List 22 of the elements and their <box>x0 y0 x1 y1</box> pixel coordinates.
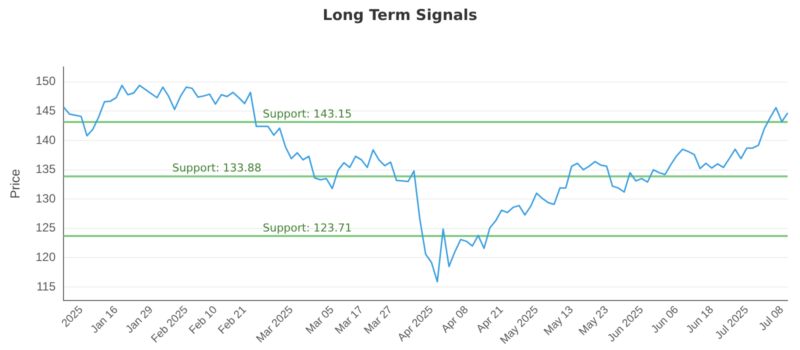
x-tick-label: Feb 21 <box>216 304 249 337</box>
y-tick-label: 130 <box>36 191 56 206</box>
y-tick-label: 120 <box>36 250 56 264</box>
ref-line-label: Support: 143.15 <box>262 107 352 120</box>
y-tick-label: 125 <box>36 220 56 235</box>
x-tick-label: Jul 08 <box>756 304 786 334</box>
x-tick-label: Apr 08 <box>439 304 471 336</box>
chart-title: Long Term Signals <box>322 6 478 24</box>
x-tick-label: Jan 16 <box>88 304 120 336</box>
y-tick-label: 135 <box>36 162 56 176</box>
x-tick-label: Jun 06 <box>649 304 681 336</box>
y-tick-label: 115 <box>36 279 56 294</box>
ref-line-label: Support: 133.88 <box>172 162 262 175</box>
x-tick-label: Mar 05 <box>304 304 336 337</box>
y-tick-label: 150 <box>36 74 56 88</box>
x-tick-label: Mar 27 <box>362 304 395 337</box>
ref-line-label: Support: 123.71 <box>262 221 352 234</box>
x-tick-label: Jun 18 <box>684 304 716 336</box>
y-axis-title: Price <box>7 169 22 199</box>
x-tick-label: May 13 <box>542 304 576 338</box>
y-tick-label: 145 <box>36 103 56 118</box>
y-tick-label: 140 <box>36 132 56 147</box>
